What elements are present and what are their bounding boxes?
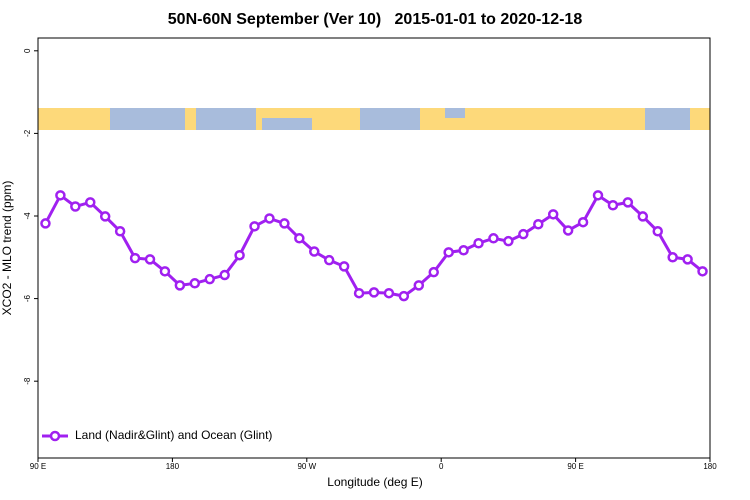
- data-point: [473, 238, 484, 249]
- series-line: [44, 193, 704, 298]
- data-point: [488, 233, 499, 244]
- data-point: [562, 225, 574, 236]
- data-point: [309, 246, 320, 257]
- data-point: [697, 266, 708, 277]
- data-point: [622, 197, 634, 208]
- data-point: [294, 233, 305, 244]
- plot-frame: [37, 37, 711, 459]
- data-point: [547, 209, 559, 220]
- y-axis-title: XCO2 - MLO trend (ppm): [0, 181, 14, 316]
- data-point: [443, 247, 454, 258]
- data-point: [70, 201, 81, 212]
- data-point: [204, 273, 215, 285]
- x-tick-label: 180: [703, 462, 717, 471]
- data-point: [637, 211, 649, 222]
- y-tick-label: -6: [23, 294, 32, 302]
- data-point: [592, 190, 604, 201]
- data-point: [219, 269, 230, 281]
- data-point: [667, 252, 678, 263]
- x-tick-label: 90 W: [297, 462, 316, 471]
- data-point: [323, 254, 335, 266]
- data-point: [234, 249, 245, 261]
- x-tick-label: 0: [439, 462, 444, 471]
- data-point: [518, 228, 529, 240]
- data-point: [174, 280, 186, 291]
- data-point: [249, 221, 260, 232]
- data-point: [99, 211, 111, 222]
- data-point: [55, 190, 66, 201]
- y-tick-label: -8: [23, 377, 32, 385]
- data-point: [503, 235, 514, 247]
- data-point: [114, 226, 126, 237]
- data-point: [144, 254, 156, 265]
- data-point: [577, 216, 589, 228]
- x-tick-label: 90 E: [30, 462, 46, 471]
- legend-marker: [49, 430, 61, 442]
- data-point: [413, 280, 425, 291]
- data-point: [682, 254, 693, 265]
- data-point: [279, 218, 290, 229]
- data-point: [85, 197, 96, 208]
- data-point: [129, 252, 141, 264]
- data-point: [189, 278, 201, 289]
- data-point: [533, 219, 544, 230]
- x-axis-title: Longitude (deg E): [327, 475, 422, 489]
- data-point: [40, 218, 51, 229]
- data-point: [368, 287, 380, 298]
- x-tick-label: 180: [166, 462, 180, 471]
- legend-label: Land (Nadir&Glint) and Ocean (Glint): [75, 428, 272, 442]
- x-tick-label: 90 E: [567, 462, 583, 471]
- y-tick-label: -2: [23, 129, 32, 137]
- data-point: [428, 266, 439, 278]
- data-point: [264, 213, 275, 224]
- data-point: [159, 266, 171, 277]
- data-point: [383, 287, 395, 299]
- data-point: [398, 290, 410, 302]
- y-tick-label: -4: [23, 212, 32, 220]
- y-tick-label: 0: [23, 48, 32, 53]
- data-point: [607, 200, 619, 211]
- data-point: [458, 245, 469, 256]
- data-point: [338, 261, 350, 272]
- chart-title: 50N-60N September (Ver 10) 2015-01-01 to…: [168, 11, 583, 28]
- data-point: [652, 226, 663, 237]
- map-band: [38, 108, 710, 130]
- data-point: [353, 287, 365, 299]
